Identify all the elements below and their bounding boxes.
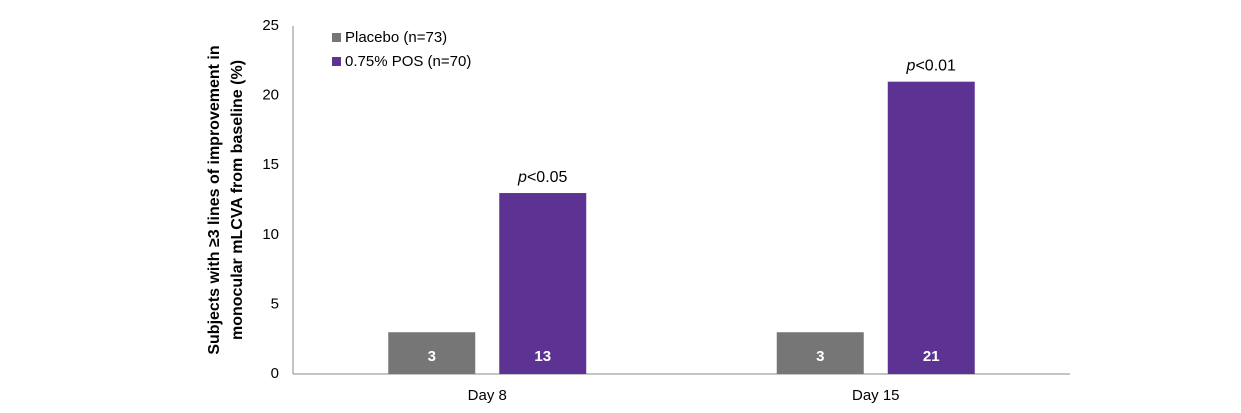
y-tick-label: 20	[262, 87, 279, 104]
y-tick-label: 25	[262, 17, 279, 34]
legend-swatch	[332, 33, 341, 42]
bar	[776, 332, 864, 374]
bar	[388, 332, 476, 374]
y-axis-title: Subjects with ≥3 lines of improvement in…	[206, 45, 246, 354]
y-tick-label: 0	[271, 365, 279, 382]
bar	[499, 193, 587, 374]
x-tick-label: Day 15	[852, 387, 900, 404]
legend-swatch	[332, 57, 341, 66]
data-label: 13	[534, 348, 551, 365]
legend-label: 0.75% POS (n=70)	[345, 53, 471, 70]
annotation: p<0.01	[906, 58, 956, 75]
y-axis-title-line: monocular mLCVA from baseline (%)	[229, 60, 246, 340]
y-tick-label: 15	[262, 156, 279, 173]
y-axis-title-line: Subjects with ≥3 lines of improvement in	[206, 45, 223, 354]
data-label: 3	[428, 348, 436, 365]
y-tick-label: 10	[262, 226, 279, 243]
bar	[887, 81, 975, 375]
data-label: 21	[923, 348, 940, 365]
y-tick-label: 5	[271, 295, 279, 312]
legend-label: Placebo (n=73)	[345, 29, 447, 46]
annotation: p<0.05	[517, 169, 567, 186]
data-label: 3	[816, 348, 824, 365]
x-tick-label: Day 8	[468, 387, 507, 404]
